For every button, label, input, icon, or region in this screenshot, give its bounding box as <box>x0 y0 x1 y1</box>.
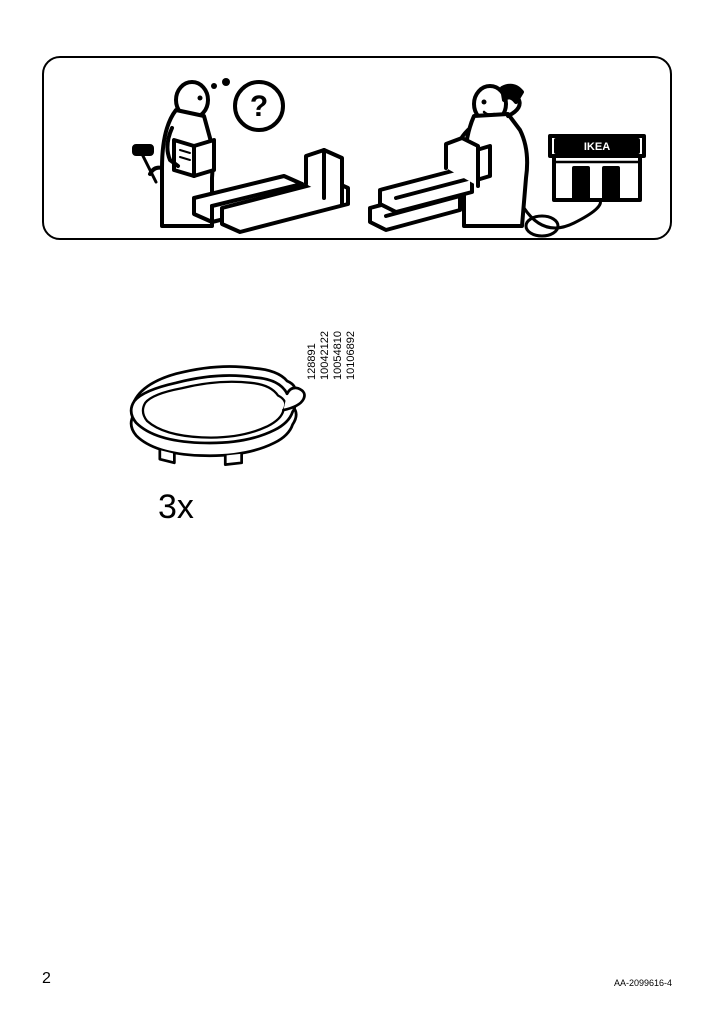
part-code: 10054810 <box>332 331 345 380</box>
part-code: 10042122 <box>319 331 332 380</box>
part-code: 10106892 <box>345 331 358 380</box>
question-mark-icon: ? <box>250 90 268 123</box>
page-number: 2 <box>42 970 51 988</box>
instruction-page: ? <box>0 0 714 1012</box>
part-illustration <box>118 356 378 546</box>
document-id: AA-2099616-4 <box>614 978 672 988</box>
ikea-store-label: IKEA <box>584 141 610 153</box>
part-drawing <box>118 356 318 486</box>
part-codes: 128891 10042122 10054810 10106892 <box>306 331 358 380</box>
part-quantity: 3x <box>158 488 194 527</box>
help-panel-illustration: ? <box>44 58 674 242</box>
part-code: 128891 <box>306 331 319 380</box>
help-panel: ? <box>42 56 672 240</box>
